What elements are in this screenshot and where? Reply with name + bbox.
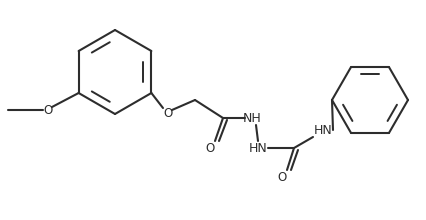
Text: HN: HN (314, 123, 332, 136)
Text: O: O (277, 170, 287, 183)
Text: O: O (205, 141, 215, 154)
Text: O: O (43, 103, 53, 117)
Text: HN: HN (249, 141, 268, 154)
Text: NH: NH (243, 112, 262, 125)
Text: O: O (164, 106, 173, 119)
